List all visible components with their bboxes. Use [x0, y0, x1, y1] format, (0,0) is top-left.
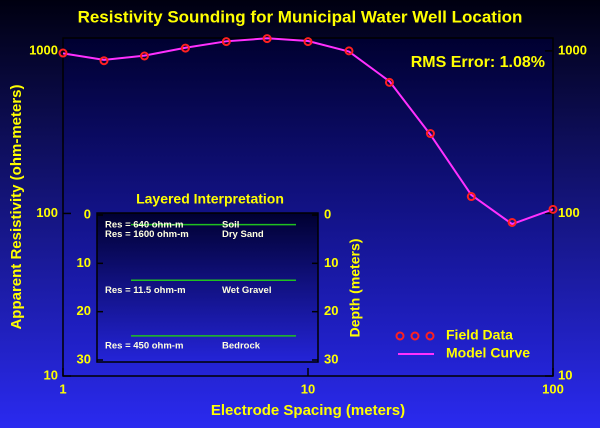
x-tick-label: 1	[59, 381, 66, 396]
field-data-point	[303, 37, 313, 47]
field-data-point	[58, 48, 68, 58]
inset-tick-label-right: 20	[324, 303, 338, 318]
field-data-point	[425, 129, 435, 139]
field-data-point	[99, 56, 109, 66]
layer-resistivity: Res = 640 ohm-m	[105, 220, 183, 231]
layer-material: Bedrock	[222, 340, 261, 351]
x-axis-label: Electrode Spacing (meters)	[211, 402, 405, 419]
layer-resistivity: Res = 11.5 ohm-m	[105, 285, 186, 296]
field-data-point	[262, 34, 272, 44]
x-tick-label: 100	[542, 381, 564, 396]
layer-resistivity: Res = 450 ohm-m	[105, 340, 183, 351]
inset-tick-label-right: 0	[324, 206, 331, 221]
chart-title: Resistivity Sounding for Municipal Water…	[78, 7, 523, 26]
x-tick-label: 10	[301, 381, 315, 396]
y-tick-label: 1000	[29, 42, 58, 57]
legend-label: Model Curve	[446, 345, 530, 361]
layer-resistivity: Res = 1600 ohm-m	[105, 229, 189, 240]
model-curve	[62, 37, 554, 226]
y-tick-label-right: 100	[558, 205, 580, 220]
inset-y-axis-label: Depth (meters)	[347, 239, 363, 338]
y-axis-label: Apparent Resistivity (ohm-meters)	[8, 84, 25, 329]
inset-tick-label-right: 10	[324, 255, 338, 270]
field-data-point	[139, 51, 149, 61]
y-tick-label-right: 10	[558, 367, 572, 382]
layer-material: Soil	[222, 220, 239, 231]
field-data-point	[344, 46, 354, 56]
y-tick-label: 10	[44, 367, 58, 382]
field-data-point	[507, 217, 517, 227]
field-data-point	[466, 192, 476, 202]
legend-label: Field Data	[446, 327, 513, 343]
y-tick-label: 100	[36, 205, 58, 220]
inset-area	[96, 212, 319, 363]
legend-marker	[395, 331, 405, 341]
inset-tick-label: 20	[77, 303, 91, 318]
field-data-point	[384, 77, 394, 87]
inset-tick-label: 10	[77, 255, 91, 270]
inset-tick-label: 30	[77, 351, 91, 366]
annotation: RMS Error: 1.08%	[411, 54, 545, 71]
legend-marker	[425, 331, 435, 341]
inset-tick-label-right: 30	[324, 351, 338, 366]
legend-marker	[410, 331, 420, 341]
field-data-point	[548, 204, 558, 214]
layer-material: Dry Sand	[222, 229, 264, 240]
inset-tick-label: 0	[84, 206, 91, 221]
inset-title: Layered Interpretation	[136, 191, 284, 207]
field-data-point	[180, 43, 190, 53]
field-data-point	[221, 37, 231, 47]
layer-material: Wet Gravel	[222, 285, 271, 296]
y-tick-label-right: 1000	[558, 42, 587, 57]
